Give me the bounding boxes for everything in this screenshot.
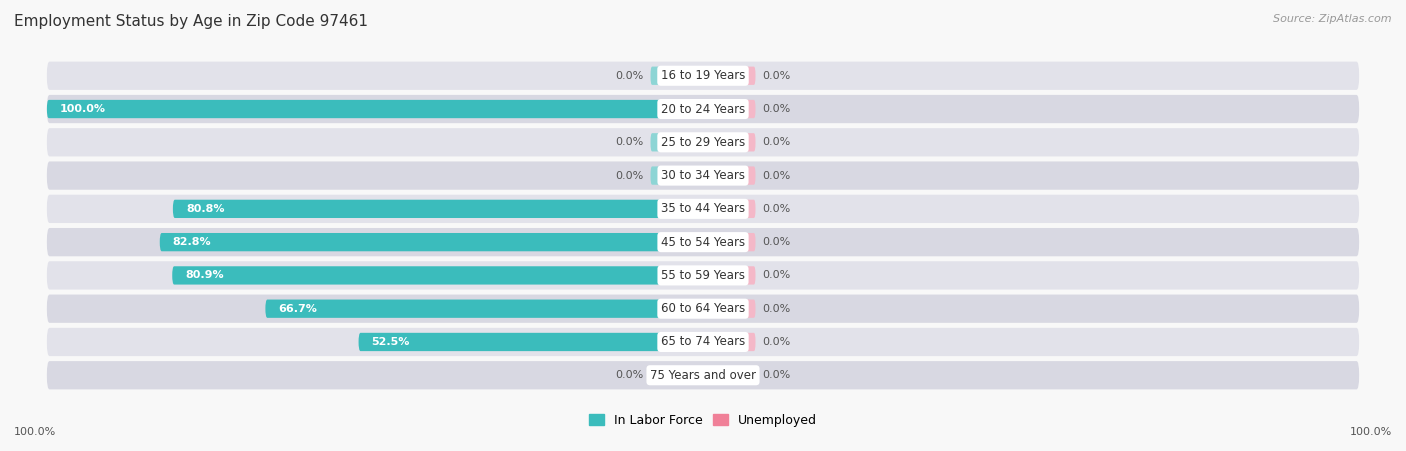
FancyBboxPatch shape bbox=[703, 133, 755, 152]
FancyBboxPatch shape bbox=[703, 333, 755, 351]
FancyBboxPatch shape bbox=[46, 62, 1360, 90]
Text: Employment Status by Age in Zip Code 97461: Employment Status by Age in Zip Code 974… bbox=[14, 14, 368, 28]
FancyBboxPatch shape bbox=[46, 195, 1360, 223]
FancyBboxPatch shape bbox=[651, 366, 703, 384]
FancyBboxPatch shape bbox=[160, 233, 703, 251]
FancyBboxPatch shape bbox=[46, 328, 1360, 356]
Text: 25 to 29 Years: 25 to 29 Years bbox=[661, 136, 745, 149]
Text: 30 to 34 Years: 30 to 34 Years bbox=[661, 169, 745, 182]
Text: 0.0%: 0.0% bbox=[762, 170, 790, 180]
FancyBboxPatch shape bbox=[46, 100, 703, 118]
FancyBboxPatch shape bbox=[703, 166, 755, 185]
Text: 0.0%: 0.0% bbox=[616, 71, 644, 81]
Text: 0.0%: 0.0% bbox=[762, 204, 790, 214]
Text: 0.0%: 0.0% bbox=[616, 370, 644, 380]
FancyBboxPatch shape bbox=[173, 200, 703, 218]
FancyBboxPatch shape bbox=[172, 266, 703, 285]
FancyBboxPatch shape bbox=[46, 295, 1360, 323]
FancyBboxPatch shape bbox=[651, 67, 703, 85]
Text: 55 to 59 Years: 55 to 59 Years bbox=[661, 269, 745, 282]
Text: 65 to 74 Years: 65 to 74 Years bbox=[661, 336, 745, 349]
FancyBboxPatch shape bbox=[46, 128, 1360, 156]
Text: 80.8%: 80.8% bbox=[186, 204, 225, 214]
Text: 0.0%: 0.0% bbox=[616, 170, 644, 180]
Text: 0.0%: 0.0% bbox=[762, 137, 790, 147]
Text: 80.9%: 80.9% bbox=[186, 271, 224, 281]
FancyBboxPatch shape bbox=[46, 361, 1360, 389]
Text: 20 to 24 Years: 20 to 24 Years bbox=[661, 102, 745, 115]
Text: 0.0%: 0.0% bbox=[762, 271, 790, 281]
Text: 16 to 19 Years: 16 to 19 Years bbox=[661, 69, 745, 82]
Text: 0.0%: 0.0% bbox=[762, 337, 790, 347]
FancyBboxPatch shape bbox=[703, 67, 755, 85]
FancyBboxPatch shape bbox=[703, 200, 755, 218]
Text: 0.0%: 0.0% bbox=[762, 304, 790, 314]
Text: 100.0%: 100.0% bbox=[60, 104, 105, 114]
Text: 100.0%: 100.0% bbox=[1350, 428, 1392, 437]
Text: 45 to 54 Years: 45 to 54 Years bbox=[661, 235, 745, 249]
FancyBboxPatch shape bbox=[651, 133, 703, 152]
Legend: In Labor Force, Unemployed: In Labor Force, Unemployed bbox=[583, 409, 823, 432]
FancyBboxPatch shape bbox=[46, 161, 1360, 190]
FancyBboxPatch shape bbox=[703, 266, 755, 285]
FancyBboxPatch shape bbox=[46, 95, 1360, 123]
Text: 0.0%: 0.0% bbox=[616, 137, 644, 147]
Text: 0.0%: 0.0% bbox=[762, 104, 790, 114]
Text: 60 to 64 Years: 60 to 64 Years bbox=[661, 302, 745, 315]
FancyBboxPatch shape bbox=[46, 261, 1360, 290]
Text: 0.0%: 0.0% bbox=[762, 71, 790, 81]
FancyBboxPatch shape bbox=[359, 333, 703, 351]
Text: 52.5%: 52.5% bbox=[371, 337, 411, 347]
FancyBboxPatch shape bbox=[703, 100, 755, 118]
FancyBboxPatch shape bbox=[703, 299, 755, 318]
FancyBboxPatch shape bbox=[266, 299, 703, 318]
Text: 75 Years and over: 75 Years and over bbox=[650, 369, 756, 382]
Text: 0.0%: 0.0% bbox=[762, 237, 790, 247]
Text: 100.0%: 100.0% bbox=[14, 428, 56, 437]
FancyBboxPatch shape bbox=[703, 233, 755, 251]
FancyBboxPatch shape bbox=[46, 228, 1360, 256]
FancyBboxPatch shape bbox=[703, 366, 755, 384]
Text: 0.0%: 0.0% bbox=[762, 370, 790, 380]
Text: Source: ZipAtlas.com: Source: ZipAtlas.com bbox=[1274, 14, 1392, 23]
Text: 66.7%: 66.7% bbox=[278, 304, 318, 314]
FancyBboxPatch shape bbox=[651, 166, 703, 185]
Text: 82.8%: 82.8% bbox=[173, 237, 211, 247]
Text: 35 to 44 Years: 35 to 44 Years bbox=[661, 202, 745, 216]
